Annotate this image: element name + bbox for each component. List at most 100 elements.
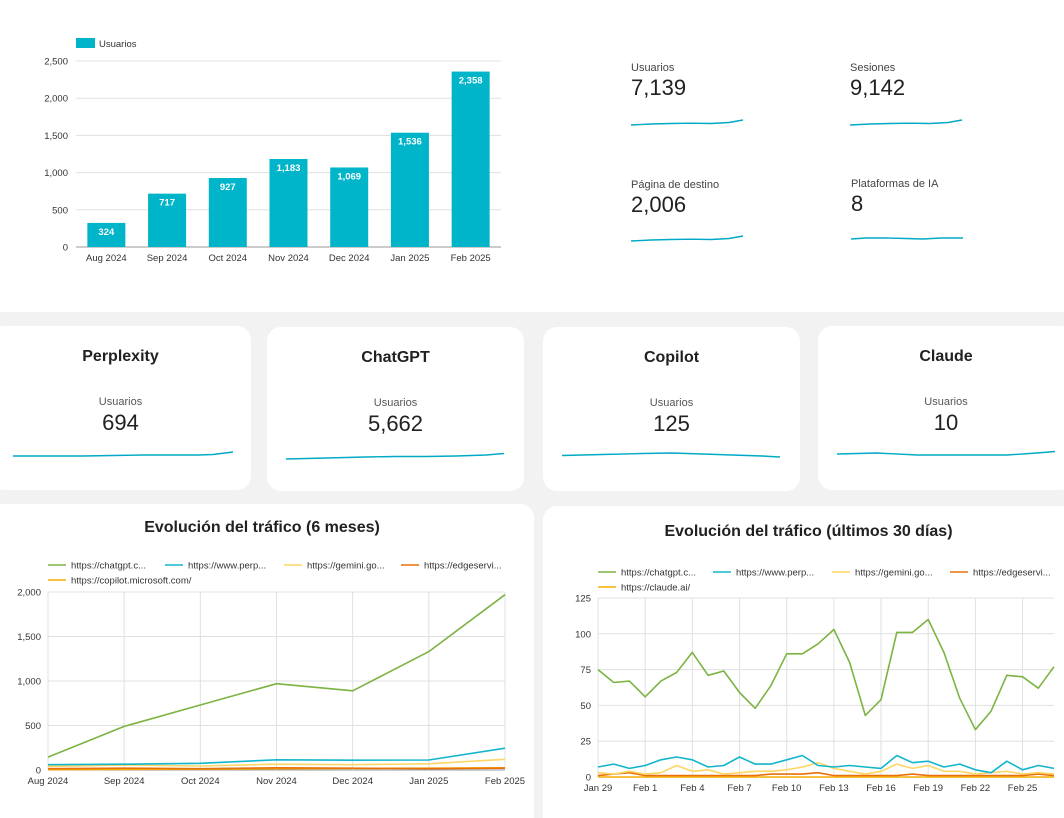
card-title: Perplexity	[82, 348, 159, 365]
y-tick-label: 100	[575, 629, 591, 640]
y-tick-label: 2,500	[44, 57, 68, 68]
y-tick-label: 50	[580, 701, 591, 712]
x-tick-label: Nov 2024	[256, 776, 297, 787]
x-tick-label: Feb 10	[772, 783, 802, 794]
sparkline-path	[286, 452, 505, 460]
sparkline-path	[631, 119, 744, 126]
card-title: Copilot	[643, 349, 700, 366]
x-tick-label: Feb 16	[866, 783, 896, 794]
y-tick-label: 25	[580, 737, 591, 748]
y-tick-label: 1,000	[44, 168, 68, 179]
x-tick-label: Oct 2024	[209, 253, 248, 264]
kpi-value: 2,006	[631, 192, 687, 217]
legend-label: https://chatgpt.c...	[71, 561, 146, 572]
traffic-6-months-chart: https://chatgpt.c... https://www.perp... h…	[17, 561, 525, 788]
y-tick-label: 500	[52, 205, 68, 216]
x-tick-label: Aug 2024	[28, 776, 69, 787]
x-tick-label: Feb 13	[819, 783, 849, 794]
sparkline-path	[13, 451, 234, 457]
data-label: 1,536	[398, 137, 422, 148]
legend-label: https://copilot.microsoft.com/	[71, 576, 192, 587]
y-tick-label: 1,500	[44, 131, 68, 142]
sparkline-path	[851, 237, 963, 240]
x-tick-label: Aug 2024	[86, 253, 127, 264]
x-tick-label: Oct 2024	[181, 776, 220, 787]
card-metric-value: 10	[933, 410, 959, 435]
sparkline-path	[837, 450, 1056, 456]
card-metric-label: Usuarios	[649, 397, 694, 409]
x-tick-label: Jan 2025	[390, 253, 429, 264]
sparkline-path	[631, 235, 744, 242]
y-tick-label: 75	[580, 665, 591, 676]
bar	[208, 178, 247, 247]
kpi-usuarios: Usuarios 7,139	[631, 62, 781, 101]
card-metric-value: 694	[102, 410, 139, 435]
legend-label: https://chatgpt.c...	[621, 568, 696, 579]
legend-label: https://gemini.go...	[855, 568, 933, 579]
chart-title: Evolución del tráfico (6 meses)	[144, 519, 380, 536]
x-tick-label: Feb 25	[1008, 783, 1038, 794]
y-tick-label: 0	[586, 773, 591, 784]
card-claude: Claude Usuarios 10	[818, 326, 1064, 490]
card-metric-label: Usuarios	[924, 396, 968, 408]
kpi-plataformas-ia: Plataformas de IA 8	[851, 178, 1001, 217]
x-tick-label: Jan 29	[584, 783, 613, 794]
x-tick-label: Feb 4	[680, 783, 704, 794]
kpi-sparkline	[850, 119, 963, 126]
legend-label: https://edgeservi...	[424, 561, 502, 572]
data-label: 324	[98, 227, 115, 238]
bar	[148, 193, 187, 247]
x-tick-label: Feb 2025	[485, 776, 525, 787]
x-tick-label: Dec 2024	[329, 253, 370, 264]
series-line	[597, 771, 1055, 777]
data-label: 717	[159, 198, 175, 209]
top-panel	[0, 0, 1064, 312]
y-tick-label: 2,000	[44, 94, 68, 105]
kpi-value: 9,142	[850, 75, 906, 100]
x-tick-label: Sep 2024	[104, 776, 145, 787]
x-tick-label: Sep 2024	[147, 253, 188, 264]
legend-label: https://edgeservi...	[973, 568, 1051, 579]
kpi-value: 7,139	[631, 75, 687, 100]
kpi-label: Página de destino	[631, 179, 720, 191]
sparkline-path	[850, 119, 963, 126]
y-tick-label: 1,500	[17, 632, 41, 643]
y-tick-label: 0	[36, 766, 41, 777]
y-tick-label: 2,000	[17, 588, 41, 599]
y-tick-label: 0	[63, 243, 68, 254]
traffic-30-days-chart: https://chatgpt.c... https://www.perp... h…	[575, 568, 1055, 794]
series-line	[47, 594, 506, 758]
bar	[269, 158, 308, 247]
kpi-label: Plataformas de IA	[851, 178, 939, 190]
card-sparkline	[837, 450, 1056, 456]
kpi-label: Usuarios	[631, 62, 675, 74]
x-tick-label: Nov 2024	[268, 253, 309, 264]
series-line	[47, 767, 506, 770]
card-sparkline	[13, 451, 234, 457]
x-tick-label: Feb 7	[727, 783, 751, 794]
card-title: ChatGPT	[361, 349, 430, 366]
y-tick-label: 500	[25, 721, 41, 732]
bar	[87, 222, 126, 247]
kpi-sesiones: Sesiones 9,142	[850, 62, 1000, 101]
card-metric-value: 125	[653, 411, 690, 436]
data-label: 2,358	[459, 76, 483, 87]
x-tick-label: Feb 1	[633, 783, 657, 794]
data-label: 1,183	[277, 163, 301, 174]
legend-label: https://claude.ai/	[621, 583, 691, 594]
x-tick-label: Dec 2024	[332, 776, 373, 787]
legend-label: https://gemini.go...	[307, 561, 385, 572]
kpi-sparkline	[631, 119, 744, 126]
card-metric-value: 5,662	[367, 411, 424, 436]
card-metric-label: Usuarios	[98, 396, 143, 408]
card-chatgpt: ChatGPT Usuarios 5,662	[267, 327, 524, 491]
series-line	[597, 754, 1055, 774]
y-tick-label: 125	[575, 594, 591, 605]
bar	[451, 71, 490, 248]
users-bar-chart: 0 500 1,000 1,500 2,000 2,500 324 Aug 2024 717 Se…	[44, 38, 501, 264]
bar	[390, 132, 429, 247]
bar	[330, 167, 369, 247]
card-metric-label: Usuarios	[373, 397, 418, 409]
kpi-sparkline	[631, 235, 744, 242]
series-line	[47, 758, 506, 768]
